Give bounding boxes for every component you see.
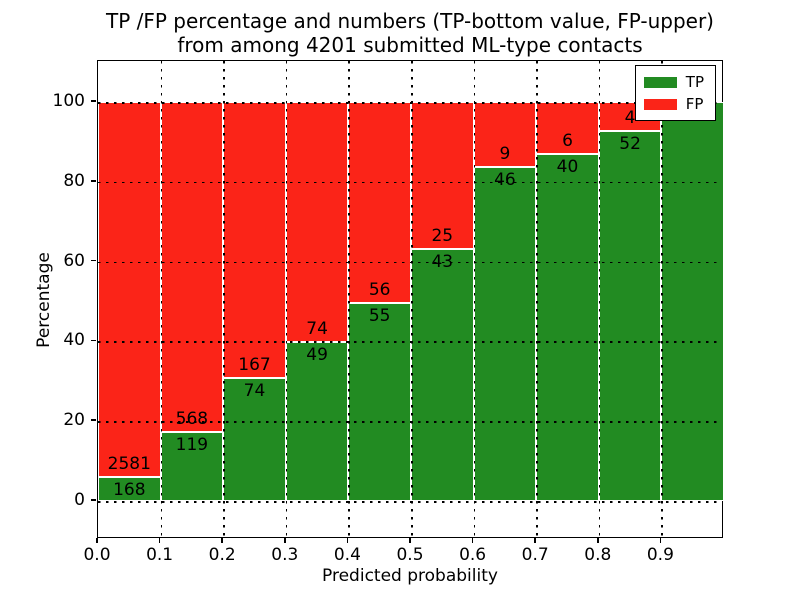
bar-segment-fp-4 — [348, 102, 411, 304]
h-gridline-40 — [98, 341, 722, 343]
bar-segment-tp-7 — [536, 154, 599, 501]
x-tick-label-0.1: 0.1 — [146, 545, 174, 565]
legend-swatch-tp-icon — [643, 76, 677, 88]
tp-value-label-5: 43 — [431, 251, 454, 272]
y-tick-label-0: 0 — [74, 490, 85, 510]
legend: TP FP — [634, 65, 716, 121]
x-tick-label-0.6: 0.6 — [459, 545, 487, 565]
h-gridline-100 — [98, 102, 722, 104]
tp-value-label-6: 46 — [494, 170, 516, 191]
v-gridline-0.4 — [348, 61, 350, 537]
tp-value-label-7: 40 — [556, 157, 579, 178]
fp-value-label-2: 167 — [238, 355, 271, 376]
fp-value-label-3: 74 — [306, 319, 328, 340]
tp-value-label-3: 49 — [306, 345, 328, 366]
y-tickmark-20 — [91, 419, 96, 421]
x-tickmark-0.4 — [346, 538, 349, 543]
x-tick-label-0.2: 0.2 — [208, 545, 236, 565]
y-tickmark-60 — [91, 259, 96, 262]
chart-title-line1: TP /FP percentage and numbers (TP-bottom… — [106, 9, 714, 33]
v-gridline-0.1 — [160, 61, 163, 537]
y-tickmark-80 — [91, 180, 96, 182]
x-tickmark-0.7 — [534, 538, 536, 543]
fp-value-label-8: 4 — [624, 107, 636, 128]
v-gridline-0.6 — [473, 61, 476, 537]
legend-entry-TP: TP — [643, 71, 704, 93]
h-gridline-60 — [98, 261, 722, 264]
x-axis-label: Predicted probability — [322, 566, 498, 586]
fp-value-label-1: 568 — [175, 408, 209, 429]
bar-segment-tp-5 — [411, 248, 474, 501]
bar-segment-tp-0 — [98, 476, 161, 501]
v-gridline-0.8 — [598, 61, 601, 537]
x-tickmark-0.3 — [284, 538, 286, 543]
x-tick-label-0.5: 0.5 — [396, 545, 424, 565]
bar-segment-fp-2 — [223, 102, 286, 379]
bar-segment-fp-3 — [285, 102, 349, 343]
v-gridline-0.9 — [661, 61, 663, 537]
v-gridline-0.3 — [285, 61, 288, 537]
y-tickmark-40 — [91, 339, 96, 342]
bar-segment-fp-6 — [473, 102, 537, 168]
legend-label-FP: FP — [685, 95, 704, 113]
bar-segment-fp-1 — [160, 102, 224, 432]
fp-value-label-7: 6 — [562, 131, 573, 152]
x-tick-label-0.0: 0.0 — [83, 545, 111, 565]
h-gridline-0 — [98, 501, 722, 503]
y-tick-label-20: 20 — [63, 410, 85, 431]
tp-value-label-4: 55 — [368, 306, 391, 327]
chart-title: TP /FP percentage and numbers (TP-bottom… — [97, 9, 723, 57]
fp-value-label-0: 2581 — [107, 453, 151, 474]
legend-swatch-fp-icon — [643, 98, 677, 110]
x-tickmark-0.2 — [221, 538, 223, 543]
y-axis-label: Percentage — [34, 252, 54, 348]
x-tick-label-0.9: 0.9 — [646, 545, 674, 565]
v-gridline-0.2 — [223, 61, 225, 537]
y-tickmark-0 — [91, 499, 96, 501]
h-gridline-80 — [98, 181, 722, 184]
x-tickmark-0.1 — [158, 538, 161, 543]
tp-value-label-8: 52 — [619, 133, 641, 154]
x-tickmark-0.9 — [659, 538, 662, 543]
tp-value-label-2: 74 — [243, 381, 266, 402]
y-tick-label-100: 100 — [52, 91, 85, 111]
h-gridline-20 — [98, 421, 722, 423]
bar-segment-fp-5 — [411, 102, 474, 249]
x-tickmark-0.6 — [471, 538, 474, 543]
v-gridline-0.5 — [411, 61, 413, 537]
v-gridline-0.7 — [536, 61, 538, 537]
fp-value-label-5: 25 — [431, 225, 454, 246]
bar-segment-tp-4 — [348, 303, 411, 501]
x-tick-label-0.7: 0.7 — [521, 545, 549, 565]
bar-segment-tp-8 — [598, 130, 662, 501]
tp-value-label-0: 168 — [113, 479, 146, 500]
x-tick-label-0.4: 0.4 — [333, 545, 361, 565]
legend-entry-FP: FP — [643, 93, 704, 115]
y-tickmark-100 — [91, 100, 96, 102]
y-tick-label-40: 40 — [63, 330, 85, 351]
fp-value-label-6: 9 — [499, 144, 511, 165]
y-tick-label-60: 60 — [63, 250, 85, 271]
tp-value-label-1: 119 — [175, 434, 209, 455]
plot-area: 1682581119568741674974555643254694065246… — [97, 60, 724, 538]
x-tick-label-0.8: 0.8 — [584, 545, 612, 565]
x-tickmark-0.0 — [96, 538, 98, 543]
bar-segment-fp-0 — [98, 102, 161, 477]
x-tickmark-0.5 — [409, 538, 411, 543]
x-tickmark-0.8 — [597, 538, 599, 543]
chart-title-line2: from among 4201 submitted ML-type contac… — [177, 33, 643, 57]
y-tick-label-80: 80 — [63, 170, 85, 191]
bar-segment-tp-6 — [473, 167, 537, 501]
legend-label-TP: TP — [685, 73, 704, 91]
bar-segment-tp-9 — [661, 102, 724, 501]
fp-value-label-4: 56 — [368, 280, 391, 301]
x-tick-label-0.3: 0.3 — [271, 545, 299, 565]
